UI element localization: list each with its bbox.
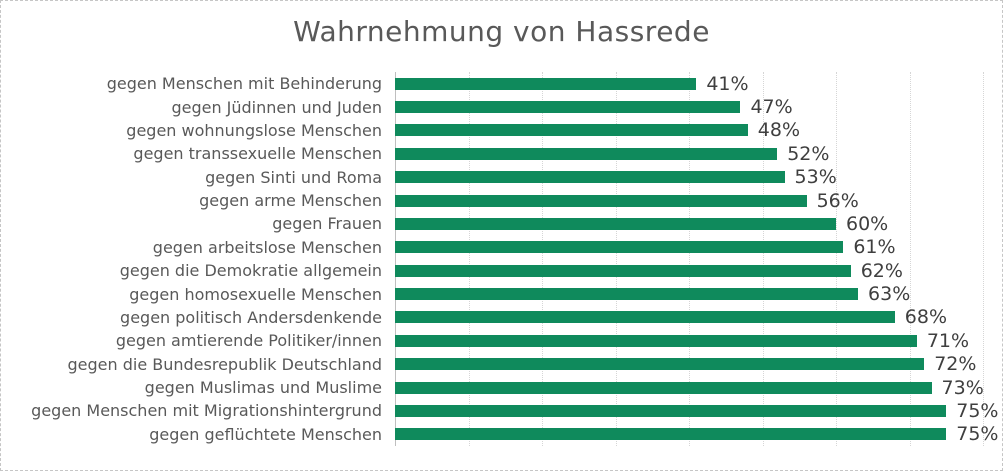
value-label: 73% [941,376,984,399]
category-label: gegen Menschen mit Migrationshintergrund [31,401,382,421]
bar-track: 71% [395,329,1002,352]
x-gridline [689,72,690,446]
bar-row: gegen homosexuelle Menschen 63% [1,282,1002,305]
category-label: gegen politisch Andersdenkende [120,307,382,327]
x-gridline [762,72,764,446]
bar [395,428,947,441]
bar-track: 48% [395,119,1002,142]
value-label: 41% [706,72,749,95]
bar-row: gegen geflüchtete Menschen 75% [1,423,1002,446]
bar [395,77,697,90]
bar-row: gegen Jüdinnen und Juden 47% [1,95,1002,118]
x-gridline [468,72,470,446]
bar-row: gegen die Demokratie allgemein 62% [1,259,1002,282]
category-label: gegen wohnungslose Menschen [126,120,382,140]
value-label: 68% [904,306,948,329]
bar-track: 52% [395,142,1002,165]
bar-row: gegen arbeitslose Menschen 61% [1,236,1002,259]
value-label: 63% [868,283,911,306]
bar [395,147,778,160]
value-label: 56% [816,189,859,212]
bar-row: gegen Sinti und Roma 53% [1,166,1002,189]
x-gridline [983,72,984,446]
bar-track: 56% [395,189,1002,212]
x-gridline [836,72,837,446]
value-label: 71% [926,329,970,352]
bar-track: 41% [395,72,1002,95]
bar-track: 73% [395,376,1002,399]
y-axis-line [395,72,396,446]
bar-row: gegen arme Menschen 56% [1,189,1002,212]
bar-row: gegen Menschen mit Migrationshintergrund… [1,399,1002,422]
bar-row: gegen Muslimas und Muslime 73% [1,376,1002,399]
category-label: gegen homosexuelle Menschen [129,284,382,304]
bar [395,171,785,184]
bar [395,194,807,207]
bar-track: 72% [395,353,1002,376]
bar-rows-container: gegen Menschen mit Behinderung 41% gegen J… [1,72,1002,446]
bar [395,124,748,137]
value-label: 47% [750,96,793,119]
bar-track: 75% [395,423,1002,446]
category-label: gegen Muslimas und Muslime [144,378,382,398]
bar [395,334,917,347]
bar-row: gegen amtierende Politiker/innen 71% [1,329,1002,352]
bar-track: 53% [395,166,1002,189]
bar [395,101,741,114]
category-label: gegen Menschen mit Behinderung [106,74,382,94]
bar-track: 68% [395,306,1002,329]
bar-row: gegen die Bundesrepublik Deutschland 72% [1,353,1002,376]
bar-track: 63% [395,282,1002,305]
bar-track: 47% [395,95,1002,118]
category-label: gegen arbeitslose Menschen [152,237,382,257]
bar [395,381,932,394]
bar-row: gegen wohnungslose Menschen 48% [1,119,1002,142]
value-label: 48% [757,119,801,142]
bar-track: 61% [395,236,1002,259]
value-label: 53% [794,166,837,189]
bar [395,358,925,371]
category-label: gegen geflüchtete Menschen [149,424,382,444]
value-label: 72% [934,353,977,376]
category-label: gegen transsexuelle Menschen [133,144,382,164]
value-label: 60% [846,212,889,235]
bar [395,217,836,230]
chart-title: Wahrnehmung von Hassrede [293,15,710,48]
plot-area [395,72,984,446]
bar [395,264,851,277]
value-label: 52% [787,142,830,165]
category-label: gegen Frauen [272,214,382,234]
bar-row: gegen transsexuelle Menschen 52% [1,142,1002,165]
value-label: 75% [956,423,999,446]
value-label: 61% [853,236,896,259]
x-gridline [615,72,617,446]
bar-track: 62% [395,259,1002,282]
bar [395,311,895,324]
bar [395,404,947,417]
category-label: gegen die Demokratie allgemein [119,261,382,281]
bar-row: gegen Frauen 60% [1,212,1002,235]
bar [395,288,859,301]
category-label: gegen arme Menschen [199,191,382,211]
bar-row: gegen Menschen mit Behinderung 41% [1,72,1002,95]
bar-row: gegen politisch Andersdenkende 68% [1,306,1002,329]
bar-track: 75% [395,399,1002,422]
category-label: gegen die Bundesrepublik Deutschland [67,354,382,374]
category-label: gegen Sinti und Roma [205,167,382,187]
bar-track: 60% [395,212,1002,235]
category-label: gegen Jüdinnen und Juden [171,97,382,117]
x-gridline [909,72,911,446]
category-label: gegen amtierende Politiker/innen [115,331,382,351]
bar [395,241,844,254]
value-label: 75% [956,399,999,422]
x-gridline [542,72,543,446]
value-label: 62% [860,259,903,282]
